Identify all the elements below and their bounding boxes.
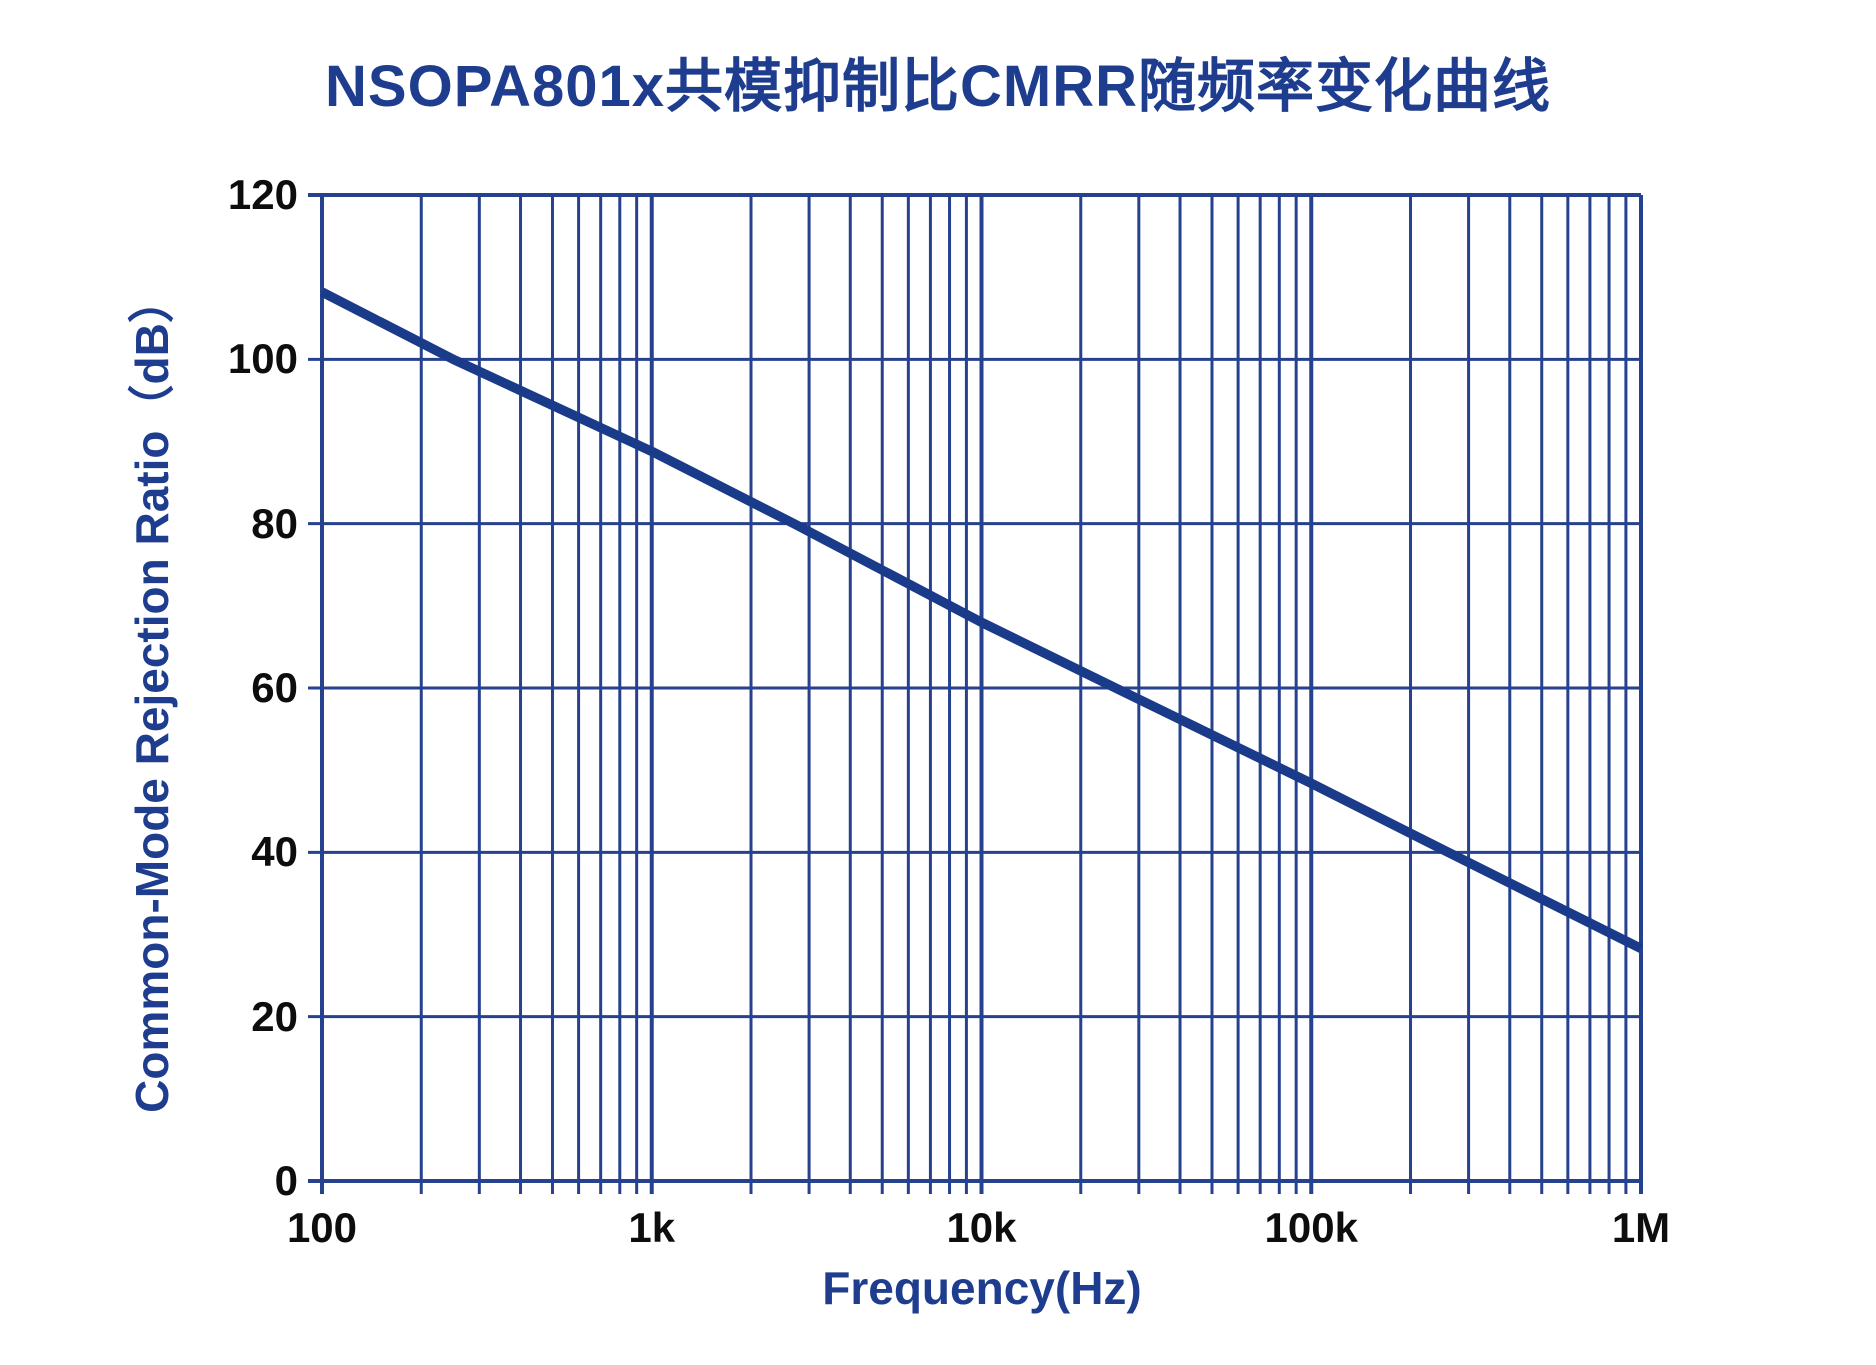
x-tick-label: 1M: [1611, 1204, 1671, 1251]
y-tick-label: 20: [251, 992, 298, 1040]
y-tick-label: 120: [227, 171, 298, 218]
y-tick-label: 80: [251, 499, 298, 547]
chart-title: NSOPA801x共模抑制比CMRR随频率变化曲线: [325, 54, 1551, 119]
y-tick-label: 40: [251, 828, 298, 876]
y-tick-label: 60: [251, 664, 298, 711]
x-axis-title: Frequency(Hz): [822, 1262, 1142, 1314]
x-tick-label: 10k: [946, 1204, 1017, 1251]
y-tick-label: 0: [274, 1157, 298, 1204]
cmrr-curve: [319, 287, 1644, 953]
y-tick-label: 100: [227, 335, 298, 383]
x-tick-label: 1k: [628, 1204, 676, 1251]
x-tick-label: 100k: [1264, 1204, 1358, 1251]
x-tick-label: 100: [286, 1204, 358, 1251]
